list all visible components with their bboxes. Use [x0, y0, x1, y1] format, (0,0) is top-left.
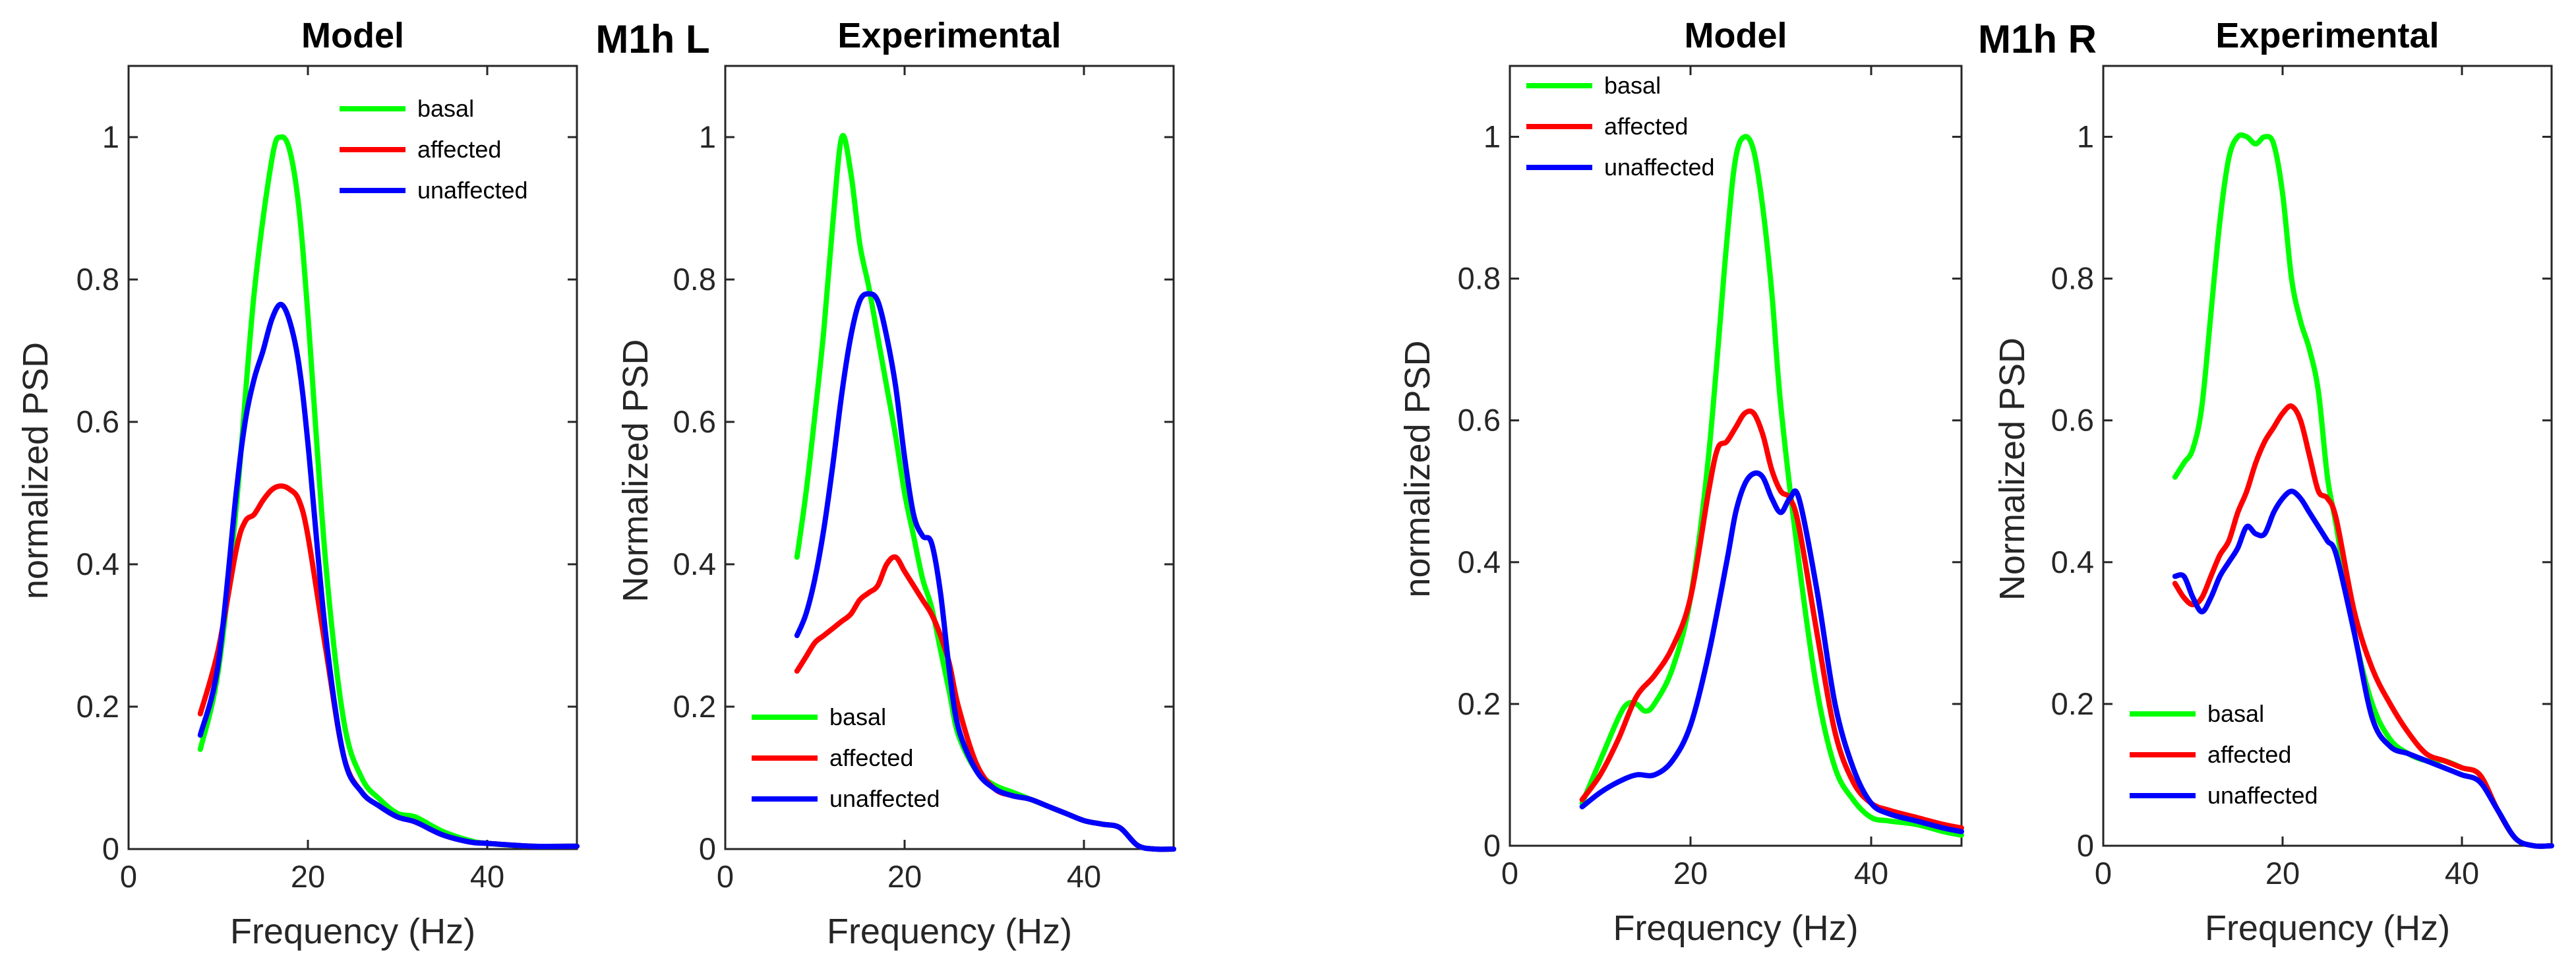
group-title-right: M1h R [1978, 17, 2097, 61]
legend-label-basal: basal [2207, 700, 2264, 727]
panel-title: Experimental [2215, 16, 2439, 55]
series-line-unaffected [2172, 488, 2554, 849]
series-line-affected [197, 483, 580, 850]
legend-label-unaffected: unaffected [2207, 782, 2318, 809]
x-tick-label: 40 [1067, 859, 1101, 894]
plot-frame [127, 65, 578, 850]
chart-panel-1: 0 0.2 0.4 0.6 0.8 1 0 20 40 Model Frequency (Hz) no… [16, 16, 580, 951]
x-tick-label: 0 [2095, 856, 2112, 891]
plot-frame [2102, 65, 2553, 847]
x-axis-label: Frequency (Hz) [1613, 908, 1858, 948]
x-tick-label: 0 [120, 859, 137, 894]
y-tick-label: 0.6 [1458, 403, 1501, 438]
series-line-unaffected [197, 301, 580, 850]
y-tick-label: 0.8 [2051, 261, 2094, 296]
y-tick-label: 1 [1483, 119, 1501, 154]
y-tick-label: 0 [1483, 828, 1501, 863]
y-axis-label: Normalized PSD [1992, 338, 2032, 601]
legend-label-affected: affected [829, 744, 913, 771]
legend: basal affected unaffected [2130, 700, 2318, 809]
chart-panel-3: 0 0.2 0.4 0.6 0.8 1 0 20 40 Model Frequency (Hz) no… [1398, 16, 1964, 948]
legend-label-affected: affected [2207, 741, 2291, 768]
panel-title: Model [301, 16, 404, 55]
series-line-basal [1579, 134, 1964, 838]
y-tick-label: 0.6 [2051, 403, 2094, 438]
y-tick-label: 0.2 [673, 689, 716, 724]
x-tick-label: 20 [2265, 856, 2300, 891]
y-tick-label: 1 [699, 119, 716, 154]
x-tick-label: 20 [1673, 856, 1708, 891]
legend-label-affected: affected [417, 136, 501, 163]
series-line-unaffected [794, 291, 1176, 852]
y-tick-label: 0.4 [2051, 544, 2094, 579]
x-tick-label: 20 [291, 859, 325, 894]
x-tick-label: 40 [1854, 856, 1888, 891]
y-axis-label: normalized PSD [16, 342, 55, 599]
y-axis-label: normalized PSD [1398, 340, 1437, 597]
x-tick-label: 0 [1501, 856, 1518, 891]
x-tick-label: 40 [2445, 856, 2479, 891]
y-tick-label: 1 [2077, 119, 2094, 154]
legend: basal affected unaffected [752, 703, 940, 812]
group-title-left: M1h L [595, 17, 709, 61]
legend: basal affected unaffected [340, 95, 527, 204]
y-tick-label: 1 [102, 119, 119, 154]
x-axis-label: Frequency (Hz) [230, 912, 475, 951]
y-tick-label: 0.2 [1458, 686, 1501, 721]
chart-panel-4: 0 0.2 0.4 0.6 0.8 1 0 20 40 Experimental Frequency… [1992, 16, 2554, 948]
y-tick-label: 0 [2077, 828, 2094, 863]
x-tick-label: 0 [717, 859, 734, 894]
y-tick-label: 0.8 [76, 262, 119, 297]
panel-title: Experimental [837, 16, 1061, 55]
legend-label-unaffected: unaffected [1604, 154, 1714, 181]
plot-frame [724, 65, 1175, 850]
legend: basal affected unaffected [1526, 72, 1714, 181]
y-tick-label: 0.8 [673, 262, 716, 297]
legend-label-affected: affected [1604, 113, 1688, 140]
y-tick-label: 0.6 [673, 404, 716, 439]
legend-label-basal: basal [1604, 72, 1661, 99]
legend-label-basal: basal [829, 703, 886, 730]
x-axis-label: Frequency (Hz) [827, 912, 1072, 951]
chart-panels: 0 0.2 0.4 0.6 0.8 1 0 20 40 Model Frequency (Hz) no… [16, 16, 2554, 951]
x-tick-label: 20 [887, 859, 922, 894]
series-line-affected [1579, 408, 1964, 831]
y-tick-label: 0 [102, 831, 119, 866]
y-tick-label: 0 [699, 831, 716, 866]
y-axis-label: Normalized PSD [616, 339, 655, 602]
legend-label-basal: basal [417, 95, 474, 122]
y-tick-label: 0.6 [76, 404, 119, 439]
plot-frame [1509, 65, 1963, 847]
legend-label-unaffected: unaffected [829, 785, 940, 812]
y-tick-label: 0.4 [1458, 544, 1501, 579]
panel-title: Model [1685, 16, 1787, 55]
y-tick-label: 0.4 [673, 546, 716, 581]
series-line-unaffected [1579, 470, 1964, 835]
series-line-affected [2172, 403, 2554, 849]
y-tick-label: 0.2 [2051, 686, 2094, 721]
series-line-basal [197, 134, 580, 850]
chart-panel-2: 0 0.2 0.4 0.6 0.8 1 0 20 40 Experimental Frequency… [616, 16, 1176, 951]
y-tick-label: 0.8 [1458, 261, 1501, 296]
y-tick-label: 0.2 [76, 689, 119, 724]
series-line-basal [794, 132, 1176, 852]
series-line-basal [2172, 132, 2554, 849]
x-tick-label: 40 [470, 859, 504, 894]
x-axis-label: Frequency (Hz) [2205, 908, 2450, 948]
y-tick-label: 0.4 [76, 546, 119, 581]
legend-label-unaffected: unaffected [417, 177, 527, 204]
